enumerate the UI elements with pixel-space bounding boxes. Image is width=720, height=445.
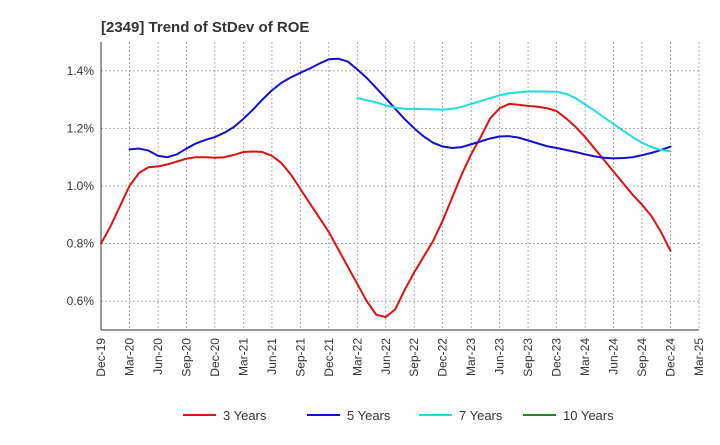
x-tick-label: Mar-25 bbox=[692, 338, 706, 376]
x-tick-label: Dec-23 bbox=[550, 338, 564, 377]
y-tick-label: 1.0% bbox=[67, 179, 95, 193]
chart-title: [2349] Trend of StDev of ROE bbox=[101, 19, 309, 36]
x-tick-label: Sep-21 bbox=[293, 338, 307, 377]
x-tick-label: Jun-20 bbox=[151, 338, 165, 375]
x-tick-label: Sep-22 bbox=[407, 338, 421, 377]
legend-item-3-years: 3 Years bbox=[183, 408, 267, 423]
y-tick-label: 0.8% bbox=[67, 237, 95, 251]
y-tick-label: 1.2% bbox=[67, 121, 95, 135]
x-tick-label: Dec-22 bbox=[436, 338, 450, 377]
x-tick-label: Dec-24 bbox=[664, 338, 678, 377]
x-tick-label: Jun-23 bbox=[493, 338, 507, 375]
series-line-5-years bbox=[128, 57, 672, 160]
legend-item-10-years: 10 Years bbox=[523, 408, 614, 423]
x-tick-label: Mar-22 bbox=[350, 338, 364, 376]
x-tick-label: Mar-20 bbox=[122, 338, 136, 376]
series-line-3-years bbox=[100, 102, 672, 319]
legend-item-5-years: 5 Years bbox=[307, 408, 391, 423]
plot-background bbox=[101, 42, 699, 330]
x-tick-label: Dec-19 bbox=[94, 338, 108, 377]
legend-label: 10 Years bbox=[563, 408, 614, 423]
x-tick-label: Jun-21 bbox=[265, 338, 279, 375]
x-tick-label: Sep-20 bbox=[179, 338, 193, 377]
legend-label: 3 Years bbox=[223, 408, 267, 423]
x-tick-label: Mar-24 bbox=[578, 338, 592, 376]
x-tick-label: Jun-22 bbox=[379, 338, 393, 375]
series-line-7-years bbox=[356, 90, 672, 153]
x-tick-label: Sep-24 bbox=[635, 338, 649, 377]
x-tick-label: Jun-24 bbox=[607, 338, 621, 375]
y-tick-label: 0.6% bbox=[67, 294, 95, 308]
legend-item-7-years: 7 Years bbox=[419, 408, 503, 423]
legend-label: 5 Years bbox=[347, 408, 391, 423]
plot-area: 0.6% 0.8% 1.0% 1.2% 1.4% Dec-19 Mar-20 Jun-20 Se… bbox=[67, 42, 706, 377]
x-tick-label: Dec-20 bbox=[208, 338, 222, 377]
x-tick-label: Sep-23 bbox=[521, 338, 535, 377]
legend: 3 Years 5 Years 7 Years 10 Years bbox=[183, 408, 614, 423]
y-tick-label: 1.4% bbox=[67, 64, 95, 78]
x-tick-label: Dec-21 bbox=[322, 338, 336, 377]
legend-label: 7 Years bbox=[459, 408, 503, 423]
x-tick-label: Mar-21 bbox=[236, 338, 250, 376]
x-tick-label: Mar-23 bbox=[464, 338, 478, 376]
